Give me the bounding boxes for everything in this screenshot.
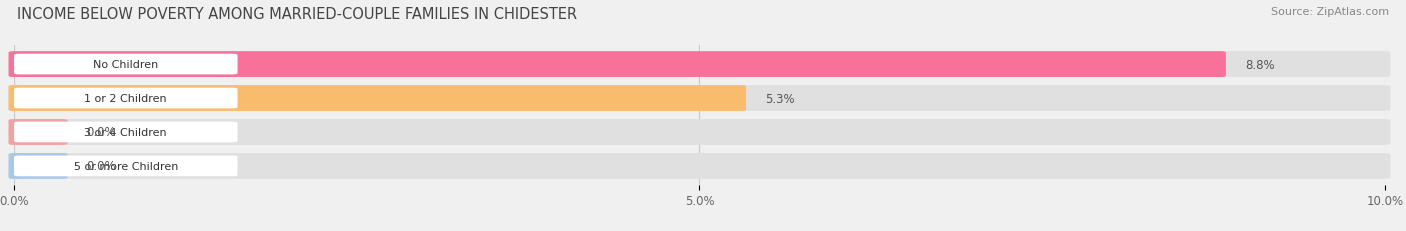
Text: Source: ZipAtlas.com: Source: ZipAtlas.com [1271,7,1389,17]
FancyBboxPatch shape [8,153,67,179]
Text: INCOME BELOW POVERTY AMONG MARRIED-COUPLE FAMILIES IN CHIDESTER: INCOME BELOW POVERTY AMONG MARRIED-COUPL… [17,7,576,22]
FancyBboxPatch shape [14,55,238,75]
FancyBboxPatch shape [8,120,67,145]
FancyBboxPatch shape [8,52,1226,78]
FancyBboxPatch shape [8,86,747,111]
FancyBboxPatch shape [14,122,238,143]
Text: No Children: No Children [93,60,159,70]
FancyBboxPatch shape [8,86,1391,111]
FancyBboxPatch shape [8,153,1391,179]
FancyBboxPatch shape [14,88,238,109]
Text: 0.0%: 0.0% [87,160,117,173]
FancyBboxPatch shape [8,120,1391,145]
Text: 5 or more Children: 5 or more Children [73,161,179,171]
Text: 8.8%: 8.8% [1246,58,1275,71]
Text: 3 or 4 Children: 3 or 4 Children [84,128,167,137]
FancyBboxPatch shape [8,52,1391,78]
Text: 0.0%: 0.0% [87,126,117,139]
Text: 5.3%: 5.3% [765,92,794,105]
Text: 1 or 2 Children: 1 or 2 Children [84,94,167,103]
FancyBboxPatch shape [14,156,238,176]
